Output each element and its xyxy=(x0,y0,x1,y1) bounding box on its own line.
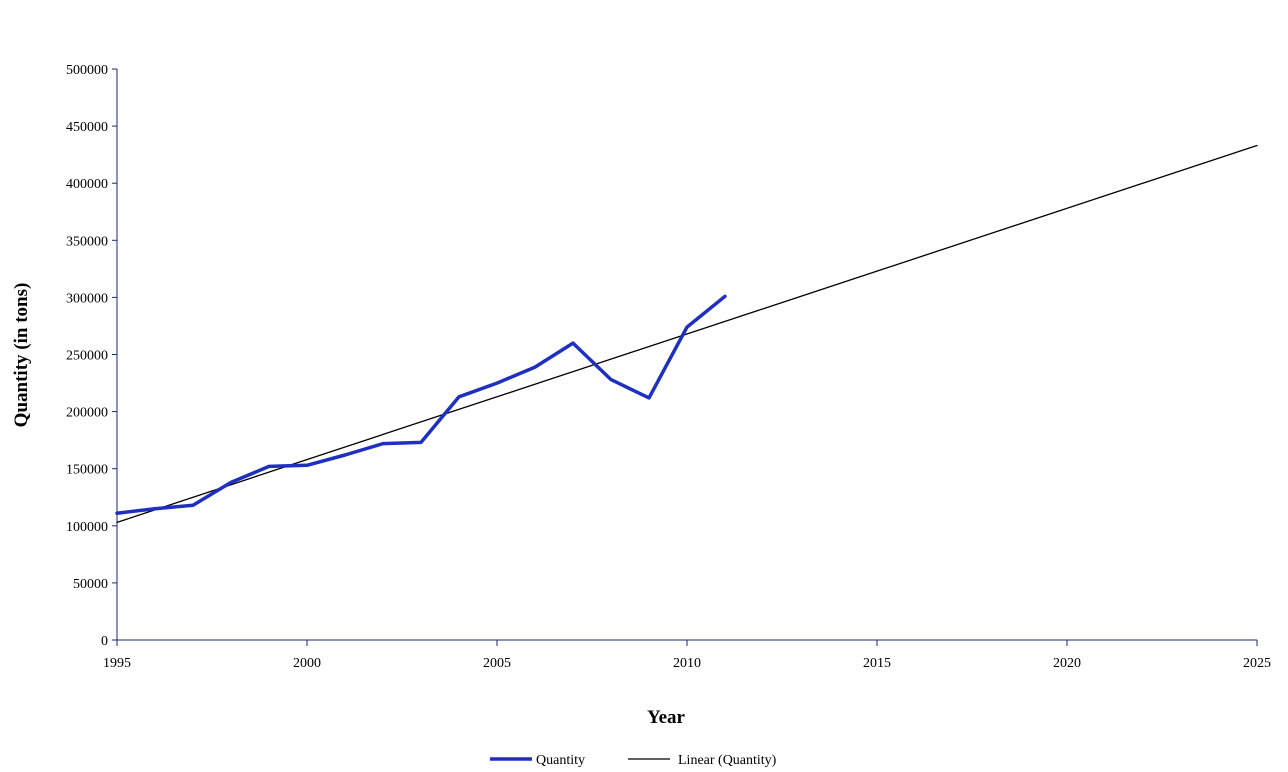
series-layer xyxy=(115,144,1258,524)
legend-quantity-label: Quantity xyxy=(536,753,585,768)
y-tick-label: 50000 xyxy=(73,577,108,592)
x-tick-label: 2015 xyxy=(863,656,891,671)
x-tick-label: 2010 xyxy=(673,656,701,671)
x-tick-label: 2000 xyxy=(293,656,321,671)
y-axis-title: Quantity (in tons) xyxy=(11,283,32,428)
axes xyxy=(116,69,1257,641)
y-tick-label: 450000 xyxy=(66,120,108,135)
x-tick-label: 1995 xyxy=(103,656,131,671)
series-linear-trend-line xyxy=(116,144,1258,524)
y-tick-label: 0 xyxy=(101,634,108,649)
x-axis-ticks: 1995 2000 2005 2010 2015 2020 2025 xyxy=(103,640,1271,671)
y-tick-label: 250000 xyxy=(66,349,108,364)
y-tick-label: 150000 xyxy=(66,463,108,478)
y-tick-label: 500000 xyxy=(66,63,108,78)
y-axis-ticks: 0 50000 100000 150000 200000 250000 300000 3500… xyxy=(66,63,117,649)
y-tick-label: 400000 xyxy=(66,177,108,192)
y-tick-label: 200000 xyxy=(66,406,108,421)
x-tick-label: 2020 xyxy=(1053,656,1081,671)
y-tick-label: 300000 xyxy=(66,291,108,306)
y-tick-label: 350000 xyxy=(66,234,108,249)
series-quantity-line xyxy=(115,294,727,515)
legend: Quantity Linear (Quantity) xyxy=(490,753,777,768)
y-tick-label: 100000 xyxy=(66,520,108,535)
x-axis-title: Year xyxy=(647,707,686,728)
x-tick-label: 2025 xyxy=(1243,656,1271,671)
legend-linear-quantity-label: Linear (Quantity) xyxy=(678,753,777,768)
x-tick-label: 2005 xyxy=(483,656,511,671)
